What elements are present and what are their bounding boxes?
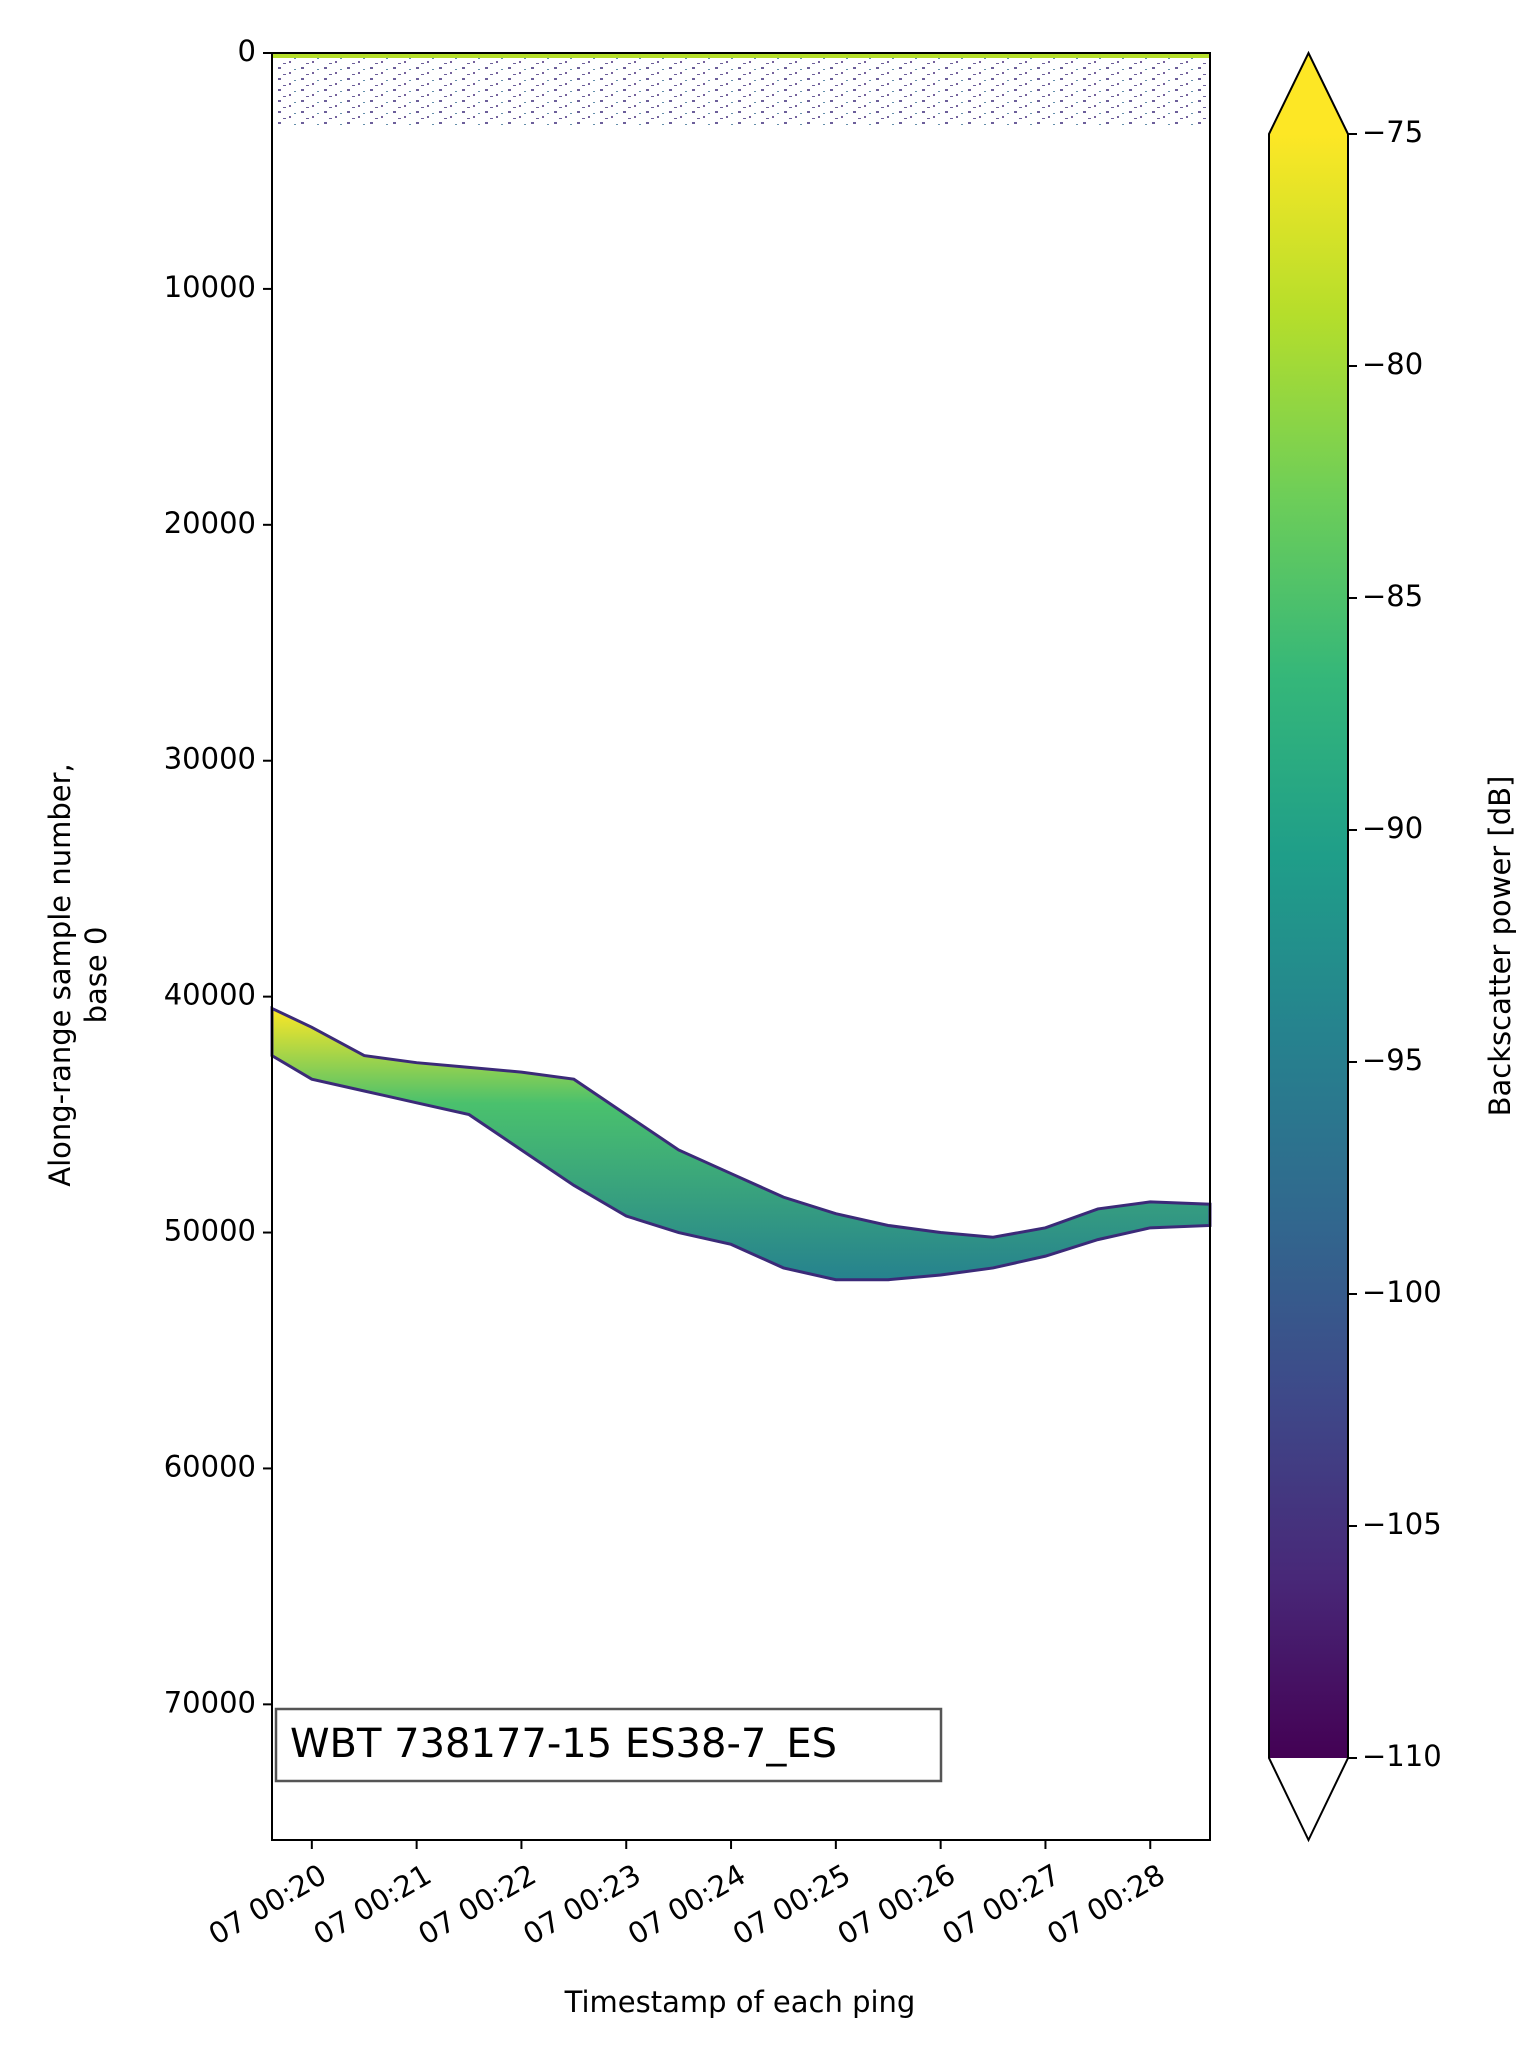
colorbar-tick-label: −90 [1362,811,1423,845]
colorbar-tick-label: −75 [1362,115,1423,149]
surface-noise [272,56,1210,126]
y-tick-label: 10000 [164,270,256,304]
colorbar [1269,134,1348,1758]
plot-frame [271,52,1211,1841]
colorbar-tick-label: −105 [1362,1507,1442,1541]
colorbar-label: Backscatter power [dB] [1483,776,1517,1117]
x-tick-label: 07 00:26 [832,1857,961,1951]
y-tick-label: 30000 [164,742,256,776]
colorbar-tick-label: −110 [1362,1739,1442,1773]
colorbar-tick-label: −100 [1362,1275,1442,1309]
colorbar-over [1269,53,1348,134]
x-tick-label: 07 00:20 [203,1857,332,1951]
colorbar-under [1269,1758,1348,1840]
colorbar-tick-label: −95 [1362,1043,1423,1077]
y-tick-label: 70000 [164,1685,256,1719]
y-tick-label: 50000 [164,1214,256,1248]
annotation-box [274,1707,943,1783]
x-tick-label: 07 00:27 [936,1857,1065,1951]
annotation: WBT 738177-15 ES38-7_ES [290,1721,837,1767]
y-axis-label: base 0 [79,927,113,1024]
x-tick-label: 07 00:24 [622,1857,751,1951]
x-tick-label: 07 00:28 [1041,1857,1170,1951]
y-tick-label: 20000 [164,506,256,540]
surface-line [272,53,1210,58]
y-tick-label: 0 [238,34,256,68]
y-tick-label: 60000 [164,1449,256,1483]
colorbar-tick-label: −85 [1362,579,1423,613]
colorbar-tick-label: −80 [1362,347,1423,381]
x-axis-label: Timestamp of each ping [564,1985,916,2019]
x-tick-label: 07 00:23 [517,1857,646,1951]
x-tick-label: 07 00:21 [308,1857,437,1951]
y-axis-label: Along-range sample number, [43,763,77,1187]
y-tick-label: 40000 [164,978,256,1012]
echo-band [270,1006,1212,1282]
x-tick-label: 07 00:22 [412,1857,541,1951]
x-tick-label: 07 00:25 [727,1857,856,1951]
